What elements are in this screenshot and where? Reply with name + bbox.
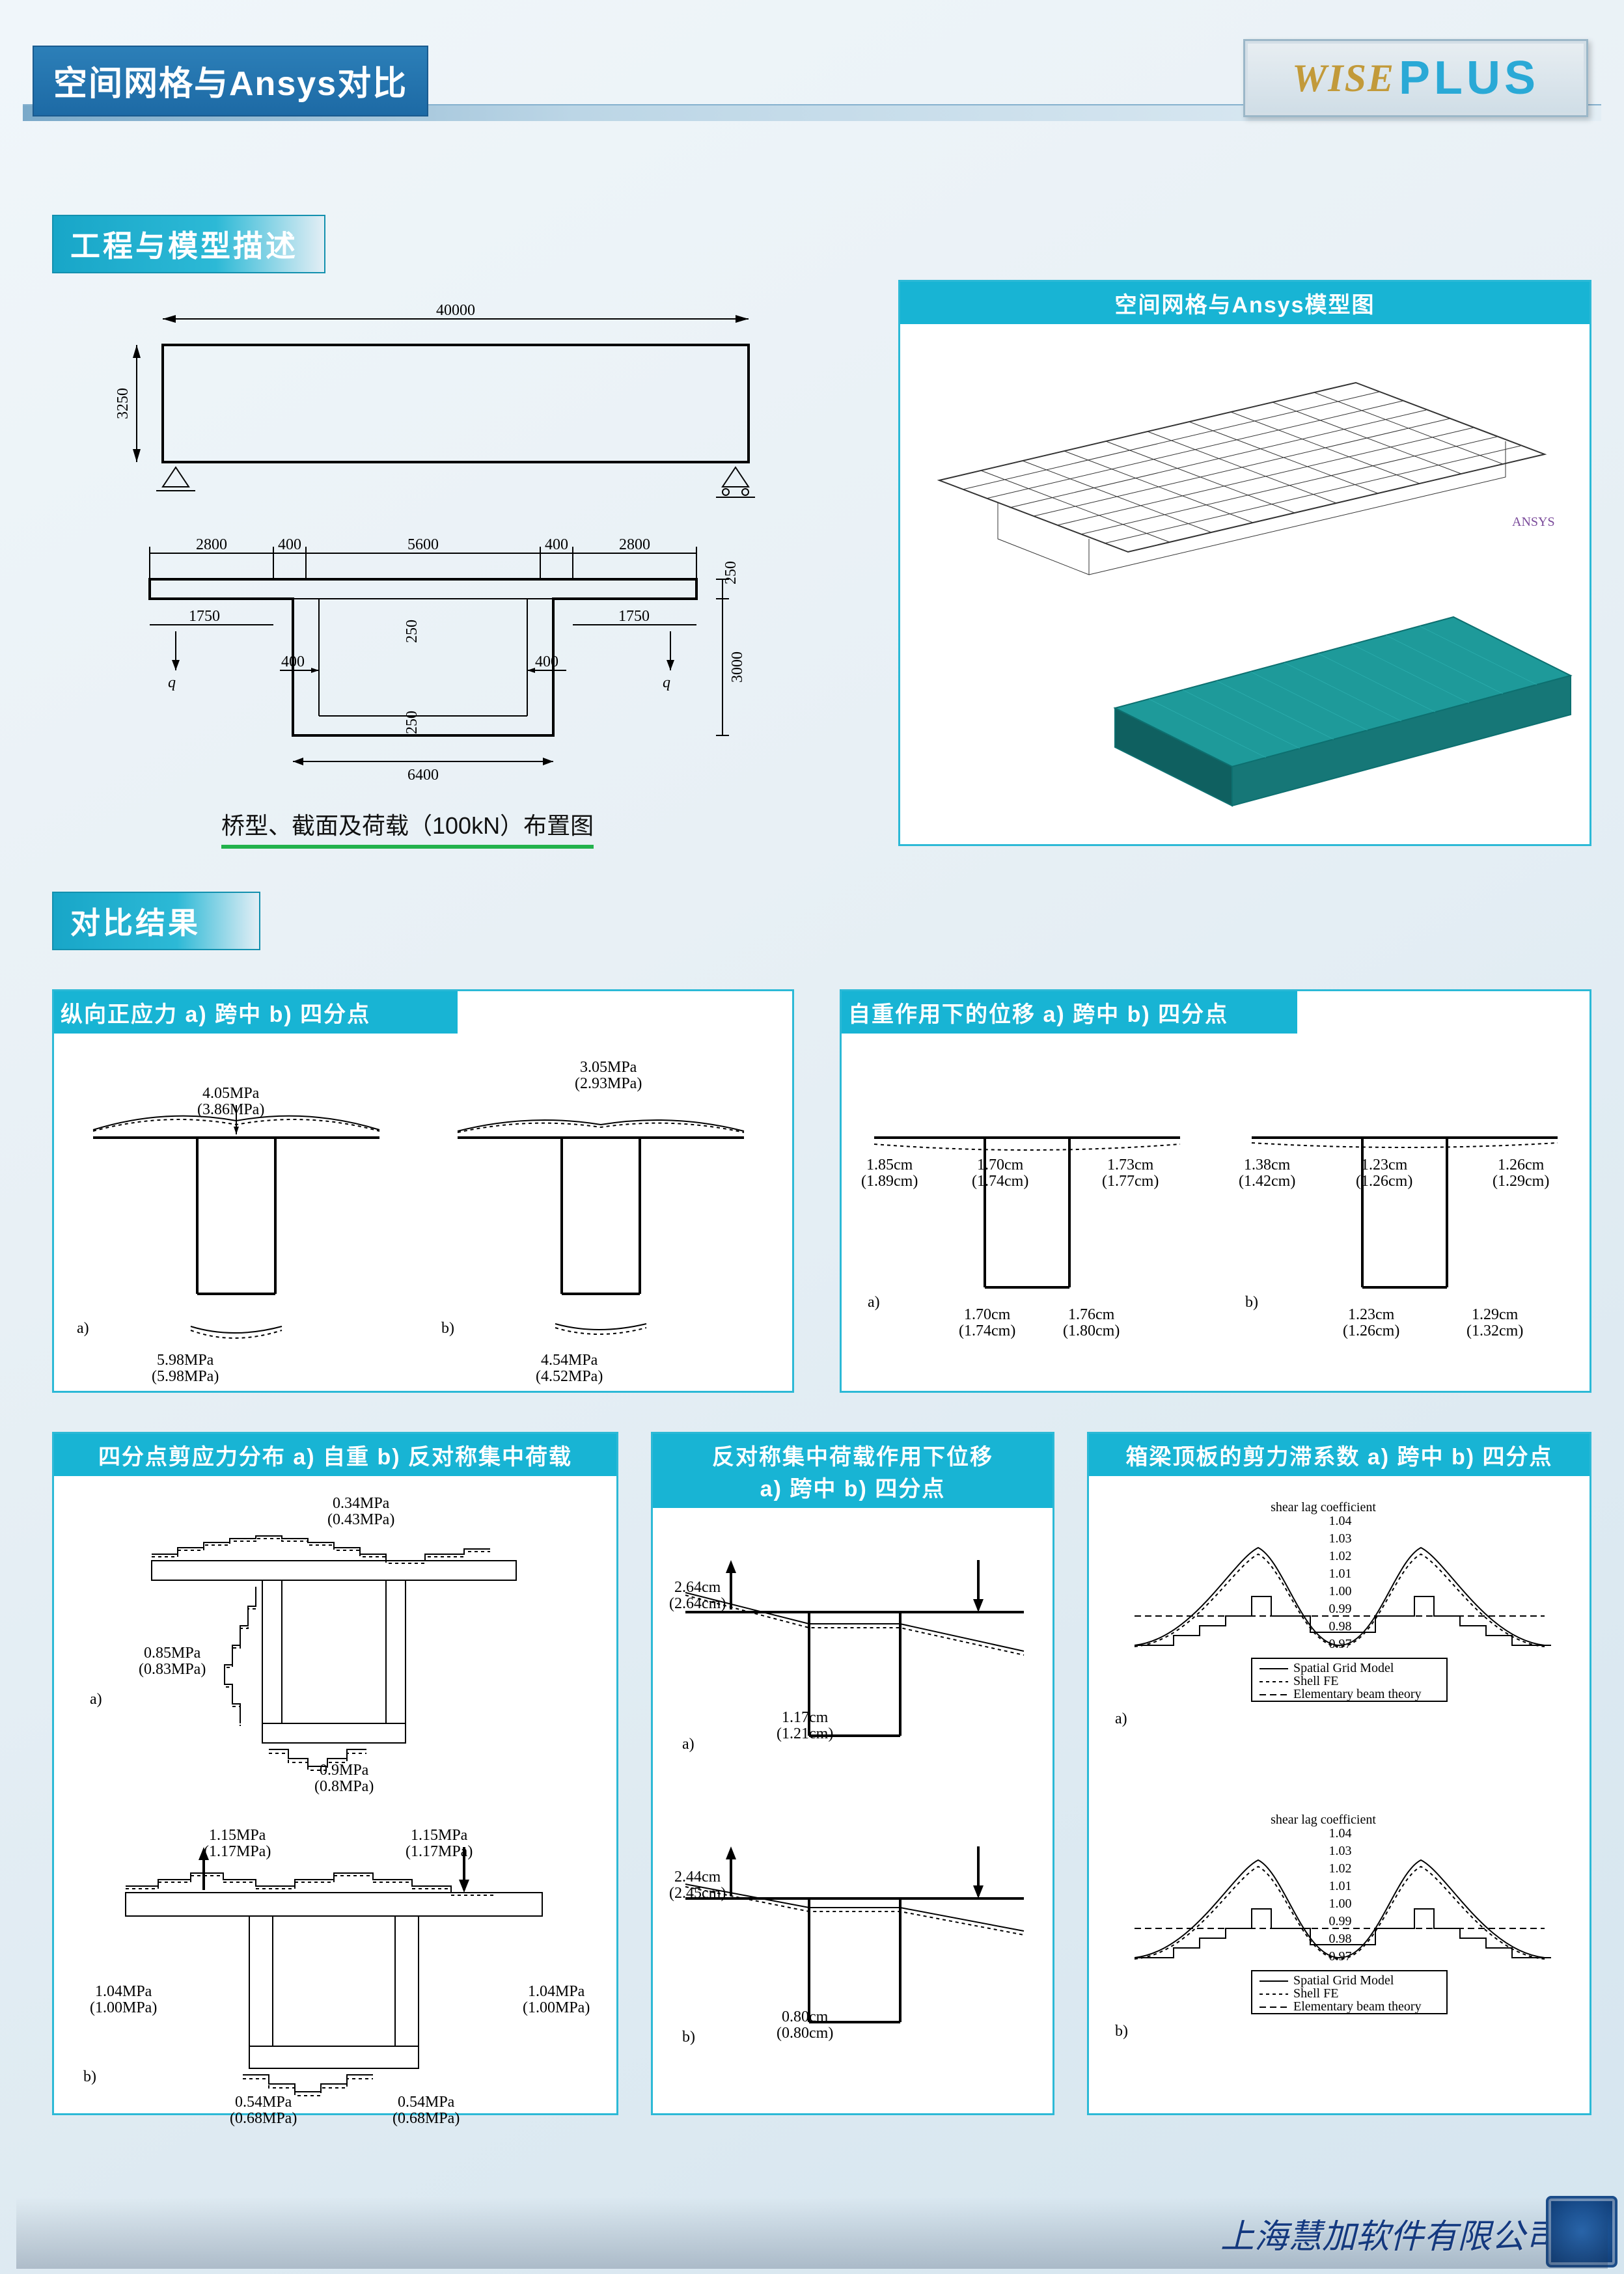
svg-text:6400: 6400 [407, 767, 439, 784]
panel-disp: 自重作用下的位移 a) 跨中 b) 四分点 a) b) 1.85cm(1.89c… [840, 989, 1591, 1393]
svg-text:5600: 5600 [407, 536, 439, 553]
svg-text:400: 400 [281, 653, 305, 670]
footer-stamp-icon [1546, 2196, 1617, 2267]
svg-text:2800: 2800 [196, 536, 227, 553]
svg-text:b): b) [1245, 1294, 1258, 1311]
svg-text:a): a) [77, 1320, 89, 1337]
svg-text:400: 400 [278, 536, 301, 553]
section1-heading: 工程与模型描述 [52, 215, 325, 273]
svg-text:b): b) [441, 1320, 454, 1337]
svg-text:b): b) [682, 2029, 695, 2046]
logo-left: WISE [1292, 56, 1395, 101]
panel-anti: 反对称集中荷载作用下位移 a) 跨中 b) 四分点 a) [651, 1432, 1054, 2115]
footer-text: 上海慧加软件有限公司 [1220, 2209, 1559, 2258]
svg-text:3000: 3000 [729, 651, 746, 683]
section1-heading-wrap: 工程与模型描述 [52, 215, 325, 273]
logo-right: PLUS [1399, 51, 1539, 105]
svg-text:250: 250 [404, 620, 420, 643]
svg-text:2800: 2800 [619, 536, 650, 553]
model-svg: ANSYS [900, 324, 1590, 851]
svg-text:250: 250 [404, 711, 420, 734]
panel-anti-title: 反对称集中荷载作用下位移 a) 跨中 b) 四分点 [653, 1434, 1053, 1508]
svg-text:250: 250 [723, 561, 739, 584]
svg-text:b): b) [83, 2068, 96, 2085]
bridge-diagrams: 40000 3250 [59, 293, 814, 833]
svg-text:q: q [168, 674, 176, 691]
diagram-caption: 桥型、截面及荷载（100kN）布置图 [221, 807, 594, 849]
model-title: 空间网格与Ansys模型图 [900, 282, 1590, 324]
svg-text:3250: 3250 [115, 388, 131, 419]
svg-text:400: 400 [545, 536, 568, 553]
panel-disp-title: 自重作用下的位移 a) 跨中 b) 四分点 [842, 991, 1297, 1034]
svg-text:1750: 1750 [618, 608, 650, 625]
panel-stress: 纵向正应力 a) 跨中 b) 四分点 a) [52, 989, 794, 1393]
panel-shear: 四分点剪应力分布 a) 自重 b) 反对称集中荷载 a) [52, 1432, 618, 2115]
bridge-svg: 40000 3250 [59, 293, 814, 833]
page-title: 空间网格与Ansys对比 [33, 46, 428, 116]
svg-text:ANSYS: ANSYS [1512, 515, 1555, 529]
svg-text:400: 400 [535, 653, 558, 670]
logo: WISE PLUS [1243, 39, 1588, 117]
svg-text:a): a) [90, 1691, 102, 1708]
svg-text:a): a) [868, 1294, 880, 1311]
svg-text:a): a) [682, 1736, 695, 1753]
header: 空间网格与Ansys对比 WISE PLUS [23, 46, 1601, 137]
section2-heading: 对比结果 [52, 892, 260, 950]
section2-heading-wrap: 对比结果 [52, 892, 260, 950]
panel-stress-title: 纵向正应力 a) 跨中 b) 四分点 [54, 991, 458, 1034]
svg-text:40000: 40000 [436, 302, 475, 319]
panel-shearlag-title: 箱梁顶板的剪力滞系数 a) 跨中 b) 四分点 [1089, 1434, 1590, 1476]
svg-text:1750: 1750 [189, 608, 220, 625]
svg-text:q: q [663, 674, 670, 691]
svg-text:b): b) [1115, 2023, 1128, 2040]
panel-shear-title: 四分点剪应力分布 a) 自重 b) 反对称集中荷载 [54, 1434, 616, 1476]
panel-shearlag: 箱梁顶板的剪力滞系数 a) 跨中 b) 四分点 shear lag coeffi… [1087, 1432, 1591, 2115]
model-panel: 空间网格与Ansys模型图 [898, 280, 1591, 846]
svg-text:a): a) [1115, 1710, 1127, 1727]
